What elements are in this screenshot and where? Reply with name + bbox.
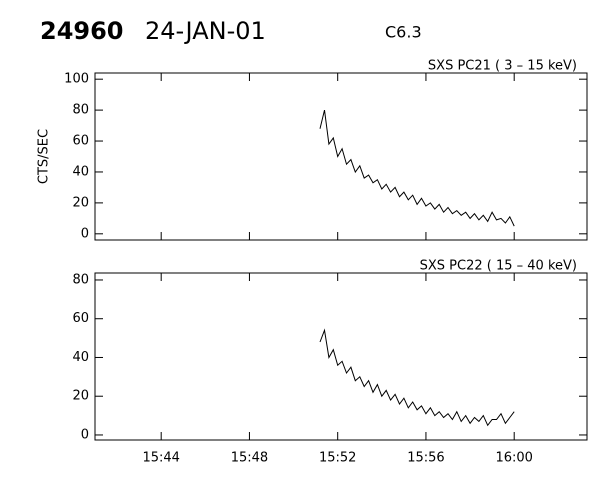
data-line bbox=[319, 328, 515, 427]
y-tick-label: 100 bbox=[64, 72, 89, 87]
x-tick-label: 16:00 bbox=[495, 451, 532, 466]
plot-frame bbox=[94, 272, 588, 441]
y-tick-label: 40 bbox=[72, 350, 89, 365]
panel-title: SXS PC21 ( 3 – 15 keV) bbox=[428, 59, 577, 74]
flare-class: C6.3 bbox=[385, 23, 422, 42]
y-tick-label: 60 bbox=[72, 311, 89, 326]
x-tick-label: 15:56 bbox=[407, 451, 444, 466]
data-line bbox=[319, 109, 515, 227]
y-tick-label: 60 bbox=[72, 134, 89, 149]
y-tick-label: 20 bbox=[72, 195, 89, 210]
y-tick-label: 0 bbox=[81, 226, 89, 241]
event-id: 24960 bbox=[40, 17, 124, 45]
y-tick-label: 40 bbox=[72, 164, 89, 179]
date: 24-JAN-01 bbox=[145, 17, 266, 45]
y-tick-label: 0 bbox=[81, 427, 89, 442]
x-tick-label: 15:44 bbox=[142, 451, 179, 466]
y-tick-label: 80 bbox=[72, 103, 89, 118]
y-tick-label: 80 bbox=[72, 272, 89, 287]
x-tick-label: 15:52 bbox=[319, 451, 356, 466]
x-tick-label: 15:48 bbox=[231, 451, 268, 466]
panel-title: SXS PC22 ( 15 – 40 keV) bbox=[420, 259, 577, 274]
y-tick-label: 20 bbox=[72, 389, 89, 404]
y-axis-label: CTS/SEC bbox=[37, 129, 52, 184]
plot-frame bbox=[94, 72, 588, 241]
